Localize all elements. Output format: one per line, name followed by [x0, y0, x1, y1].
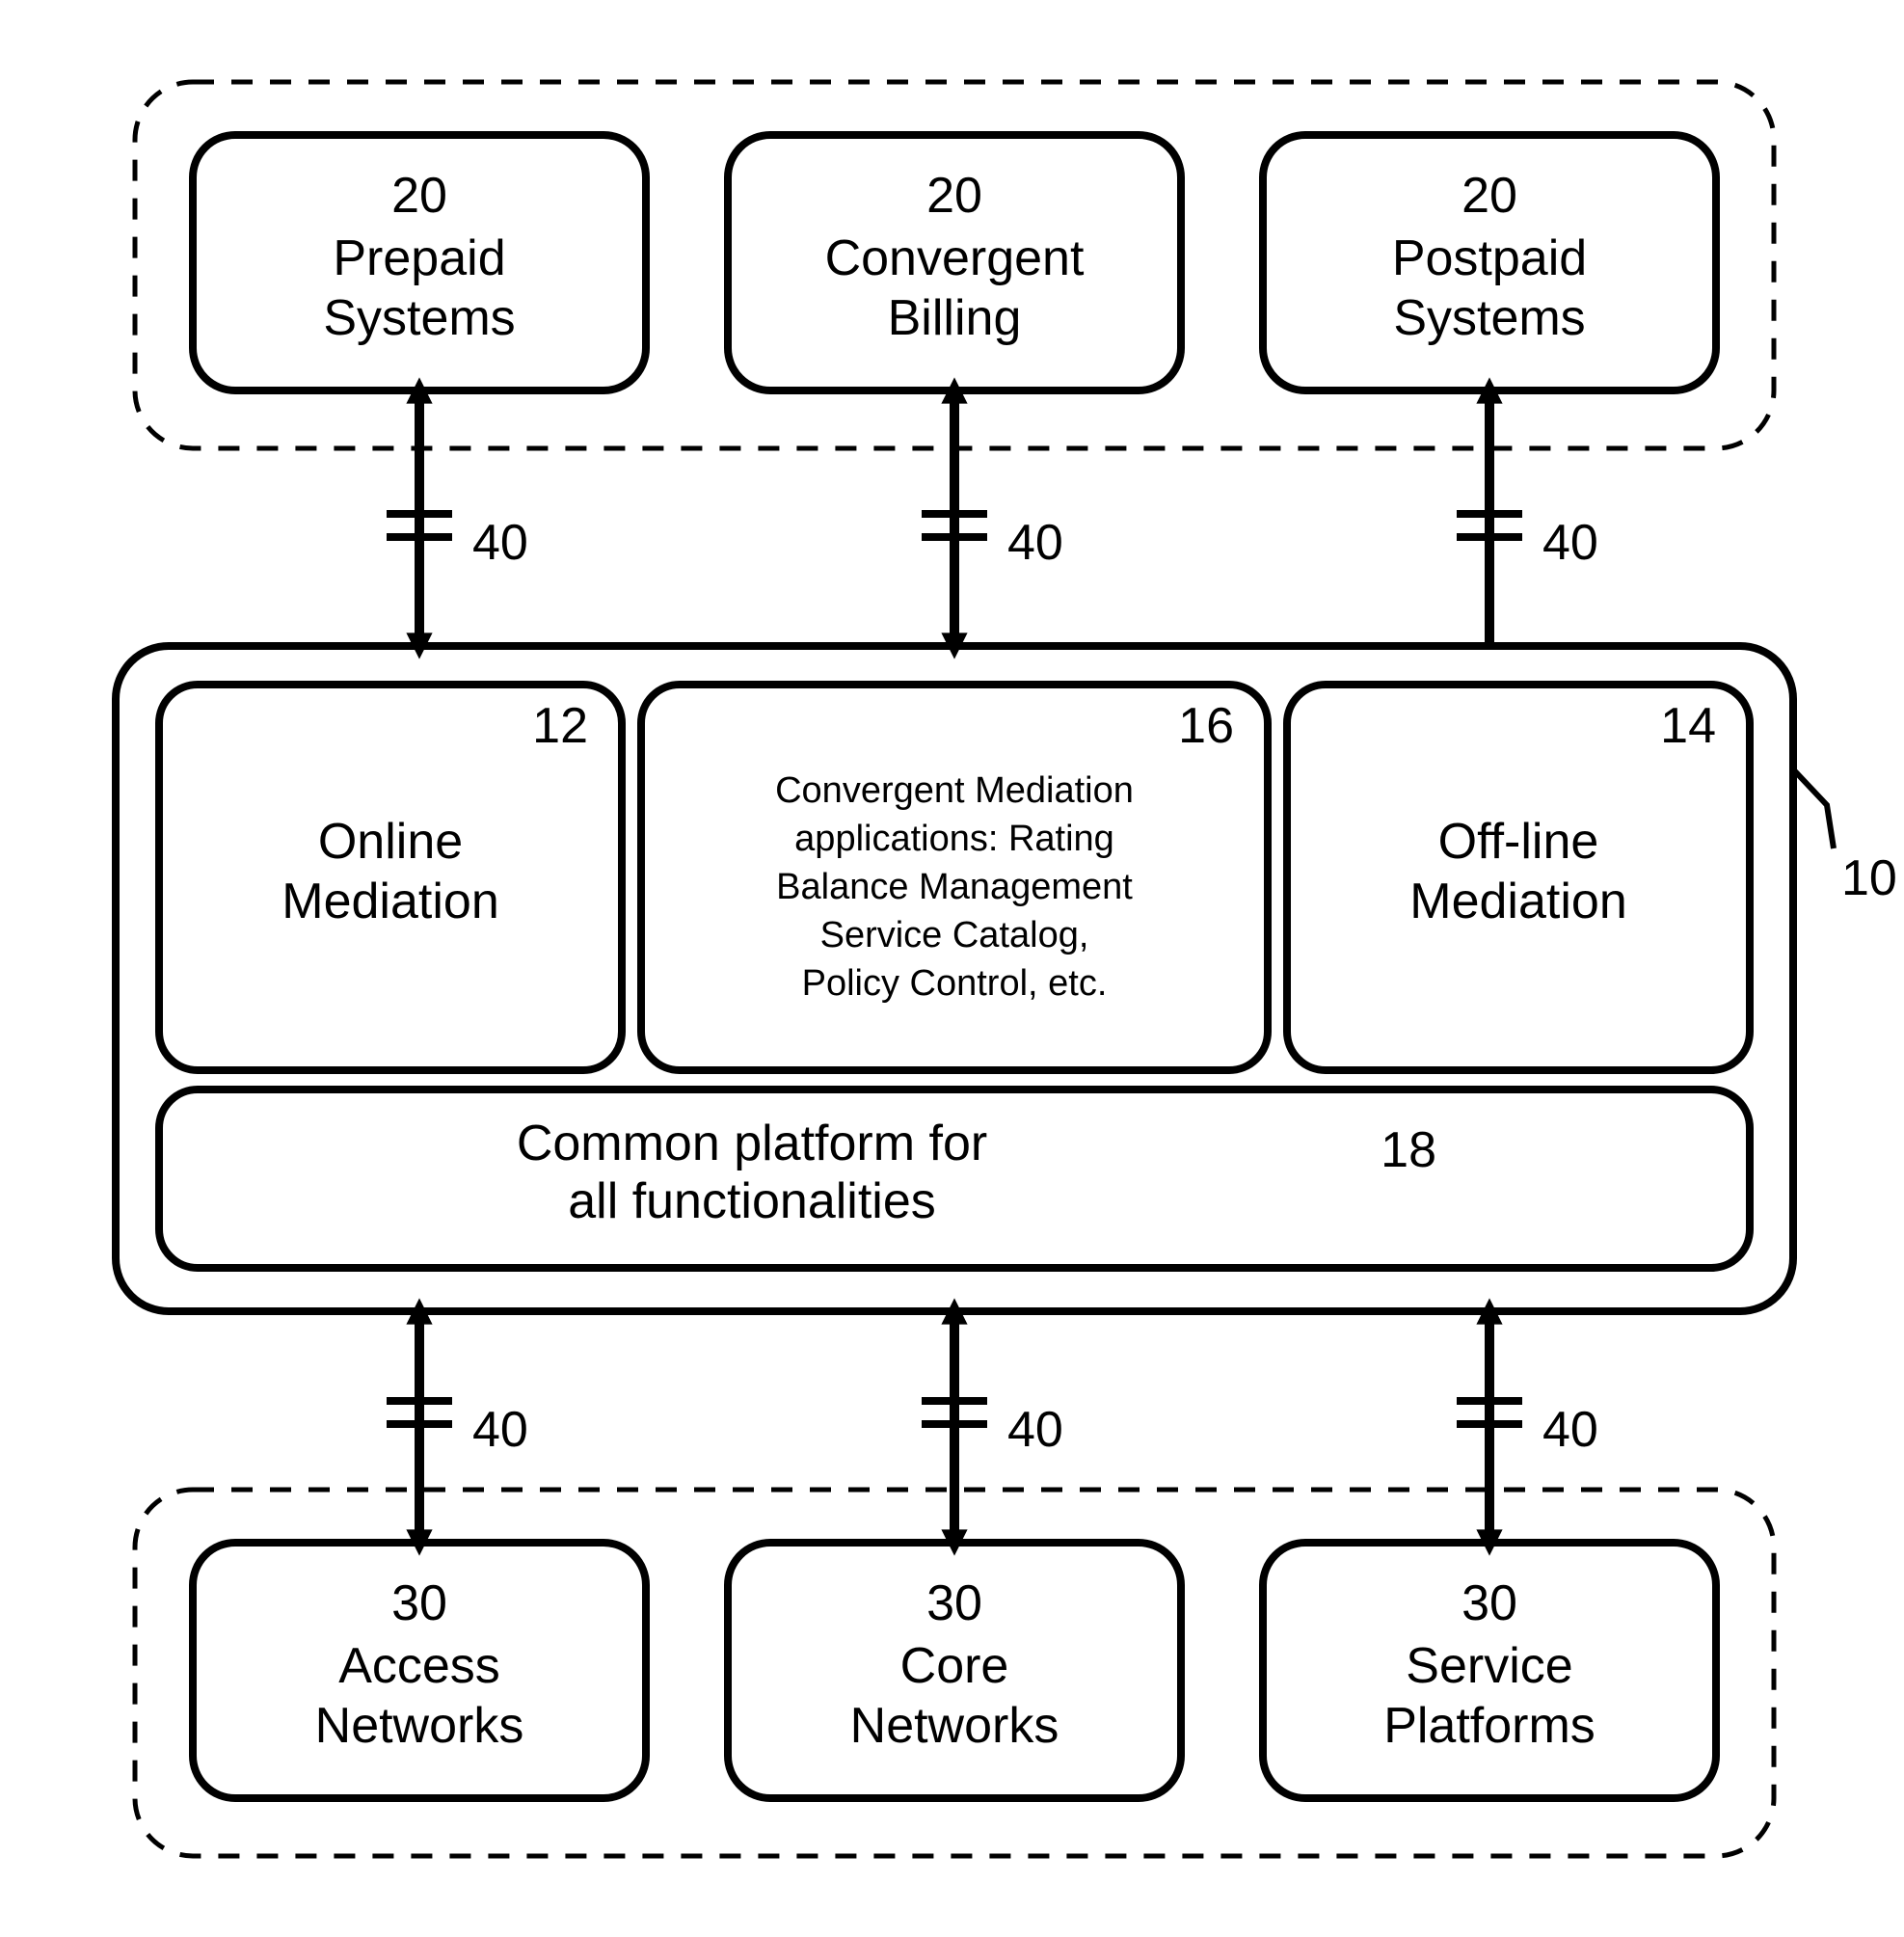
bottom-service-label-1: Platforms: [1383, 1698, 1596, 1754]
top-convergent-label-1: Billing: [888, 290, 1022, 346]
top-convergent-number: 20: [926, 168, 982, 224]
bottom-access-label-1: Networks: [315, 1698, 524, 1754]
platform-label-0: Common platform for: [517, 1116, 987, 1171]
top-prepaid-label-1: Systems: [323, 290, 515, 346]
bottom-service-number: 30: [1462, 1575, 1517, 1631]
inner-online-label-0: Online: [318, 814, 463, 870]
top-prepaid-label-0: Prepaid: [333, 230, 505, 286]
bottom-access-number: 30: [391, 1575, 447, 1631]
inner-apps-label-3: Service Catalog,: [820, 915, 1089, 955]
top-prepaid-number: 20: [391, 168, 447, 224]
conn-bottom-1-label: 40: [1007, 1402, 1063, 1458]
inner-offline-label-1: Mediation: [1409, 874, 1626, 929]
platform-label-1: all functionalities: [568, 1173, 936, 1229]
top-postpaid-label-1: Systems: [1393, 290, 1585, 346]
inner-apps-label-2: Balance Management: [776, 867, 1133, 907]
conn-bottom-0-label: 40: [472, 1402, 528, 1458]
top-postpaid-label-0: Postpaid: [1392, 230, 1587, 286]
inner-apps-label-1: applications: Rating: [794, 819, 1114, 859]
inner-offline-number: 14: [1660, 698, 1716, 754]
container-callout-leader: [1795, 771, 1834, 848]
container-callout-label: 10: [1841, 850, 1897, 906]
conn-top-1-label: 40: [1007, 515, 1063, 571]
bottom-core-number: 30: [926, 1575, 982, 1631]
inner-offline-label-0: Off-line: [1438, 814, 1599, 870]
platform-number: 18: [1381, 1122, 1436, 1178]
top-postpaid-number: 20: [1462, 168, 1517, 224]
top-convergent-label-0: Convergent: [825, 230, 1085, 286]
inner-online-number: 12: [532, 698, 588, 754]
conn-top-0-label: 40: [472, 515, 528, 571]
bottom-core-label-1: Networks: [850, 1698, 1059, 1754]
conn-bottom-2-label: 40: [1542, 1402, 1598, 1458]
inner-online-label-1: Mediation: [282, 874, 498, 929]
bottom-service-label-0: Service: [1406, 1638, 1572, 1694]
conn-top-2-label: 40: [1542, 515, 1598, 571]
inner-apps-label-4: Policy Control, etc.: [802, 963, 1108, 1004]
bottom-core-label-0: Core: [900, 1638, 1009, 1694]
bottom-access-label-0: Access: [338, 1638, 500, 1694]
architecture-diagram: 20PrepaidSystems20ConvergentBilling20Pos…: [0, 0, 1904, 1937]
inner-apps-label-0: Convergent Mediation: [775, 770, 1134, 811]
inner-apps-number: 16: [1178, 698, 1234, 754]
